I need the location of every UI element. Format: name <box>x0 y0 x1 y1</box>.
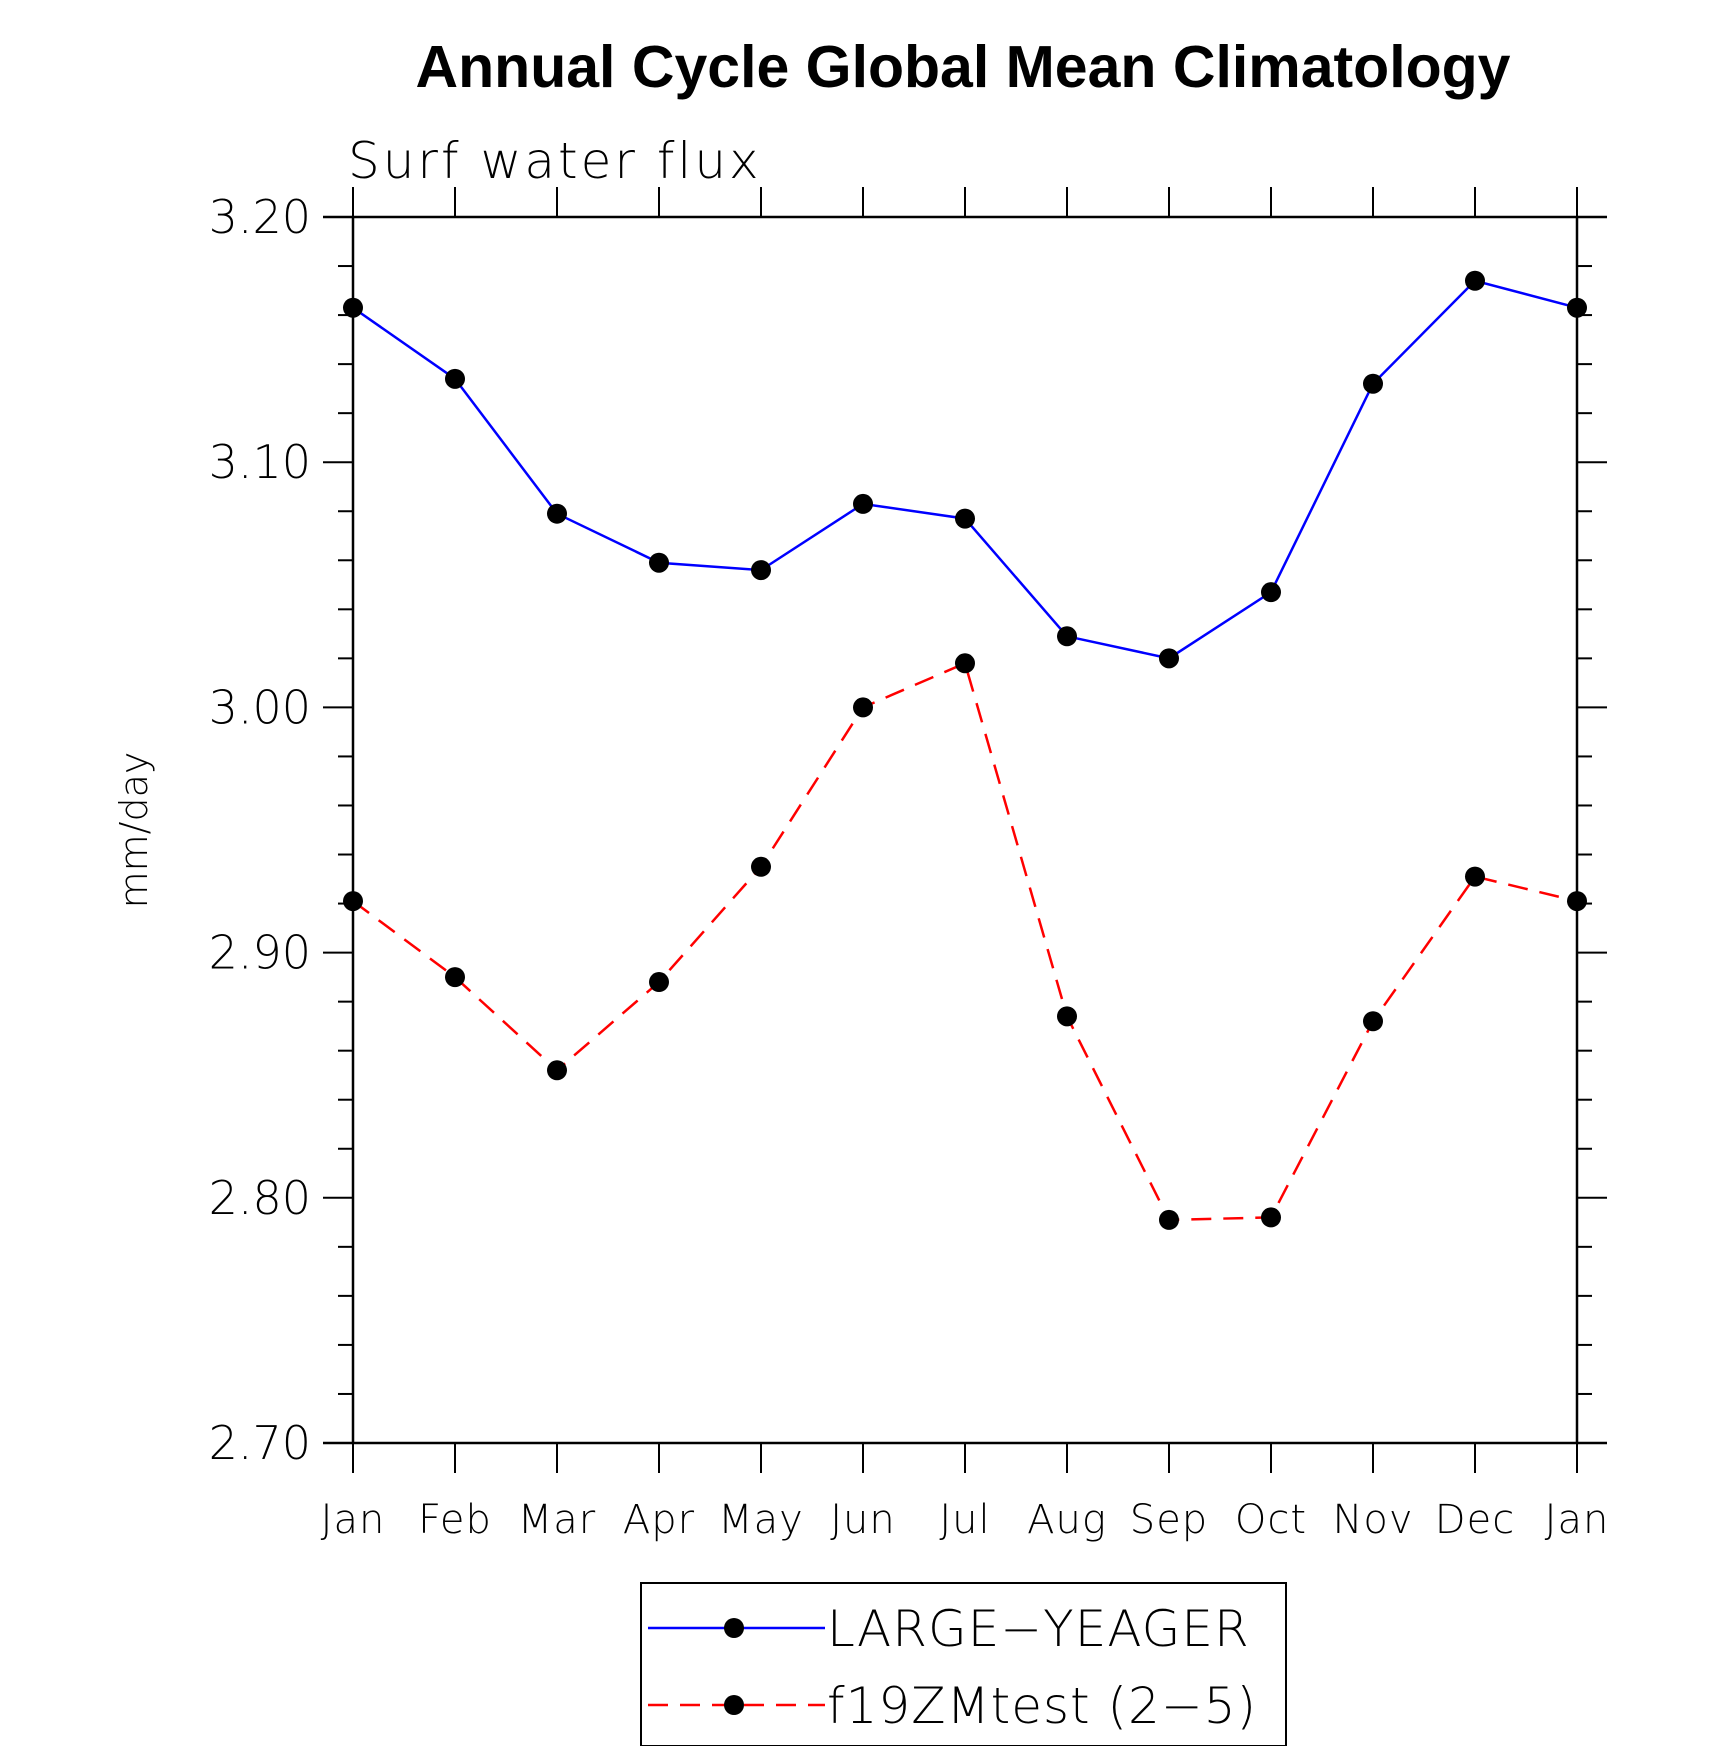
series-layer <box>343 270 1587 1230</box>
data-point <box>649 972 669 993</box>
x-tick-label: Jun <box>830 1497 896 1543</box>
data-point <box>751 856 771 877</box>
y-tick-label: 2.80 <box>209 1171 311 1225</box>
x-tick-label: Apr <box>623 1497 695 1543</box>
data-point <box>1465 866 1485 887</box>
y-tick-label: 2.70 <box>209 1416 311 1470</box>
data-point <box>649 552 669 573</box>
legend-box <box>640 1582 1287 1747</box>
data-point <box>955 653 975 674</box>
series-0 <box>343 270 1587 669</box>
x-tick-label: Oct <box>1235 1497 1307 1543</box>
series-line-1 <box>352 661 1578 1222</box>
x-tick-label: Jul <box>939 1497 990 1543</box>
data-point <box>1567 297 1587 318</box>
data-point <box>1057 1006 1077 1027</box>
data-point <box>1567 891 1587 912</box>
data-point <box>1465 270 1485 291</box>
series-1 <box>343 653 1587 1230</box>
y-axis-label: mm/day <box>112 752 156 909</box>
x-tick-label: Jan <box>321 1497 386 1543</box>
chart-title: Annual Cycle Global Mean Climatology <box>416 34 1511 100</box>
data-point <box>1363 1011 1383 1032</box>
legend: LARGE−YEAGER f19ZMtest (2−5) <box>640 1582 1287 1747</box>
data-point <box>1261 582 1281 603</box>
y-tick-label: 3.00 <box>209 680 311 734</box>
x-tick-label: May <box>718 1497 804 1543</box>
y-tick-label: 2.90 <box>209 926 311 980</box>
x-tick-label: Feb <box>418 1497 492 1543</box>
legend-marker-1 <box>724 1695 744 1715</box>
x-tick-label: Dec <box>1435 1497 1515 1543</box>
data-point <box>1363 373 1383 394</box>
data-point <box>343 297 363 318</box>
y-tick-label: 3.20 <box>209 190 311 244</box>
x-tick-label: Sep <box>1130 1497 1208 1543</box>
data-point <box>1057 626 1077 647</box>
data-point <box>343 891 363 912</box>
legend-marker-0 <box>724 1618 744 1638</box>
y-tick-label: 3.10 <box>209 435 311 489</box>
data-point <box>1159 1209 1179 1230</box>
data-point <box>955 508 975 529</box>
data-point <box>547 503 567 524</box>
data-point <box>547 1060 567 1081</box>
plot-frame <box>351 215 1579 1445</box>
legend-label-1: f19ZMtest (2−5) <box>827 1677 1257 1735</box>
data-point <box>1261 1207 1281 1228</box>
data-point <box>445 368 465 389</box>
x-tick-label: Jan <box>1545 1497 1610 1543</box>
x-tick-label: Nov <box>1332 1497 1413 1543</box>
data-point <box>445 967 465 988</box>
x-tick-label: Mar <box>518 1497 596 1543</box>
data-point <box>751 560 771 581</box>
data-point <box>853 697 873 718</box>
data-point <box>853 493 873 514</box>
chart-subtitle: Surf water flux <box>348 132 762 190</box>
series-line-0 <box>352 279 1578 660</box>
legend-label-0: LARGE−YEAGER <box>827 1600 1250 1658</box>
x-tick-label: Aug <box>1027 1497 1107 1543</box>
data-point <box>1159 648 1179 669</box>
